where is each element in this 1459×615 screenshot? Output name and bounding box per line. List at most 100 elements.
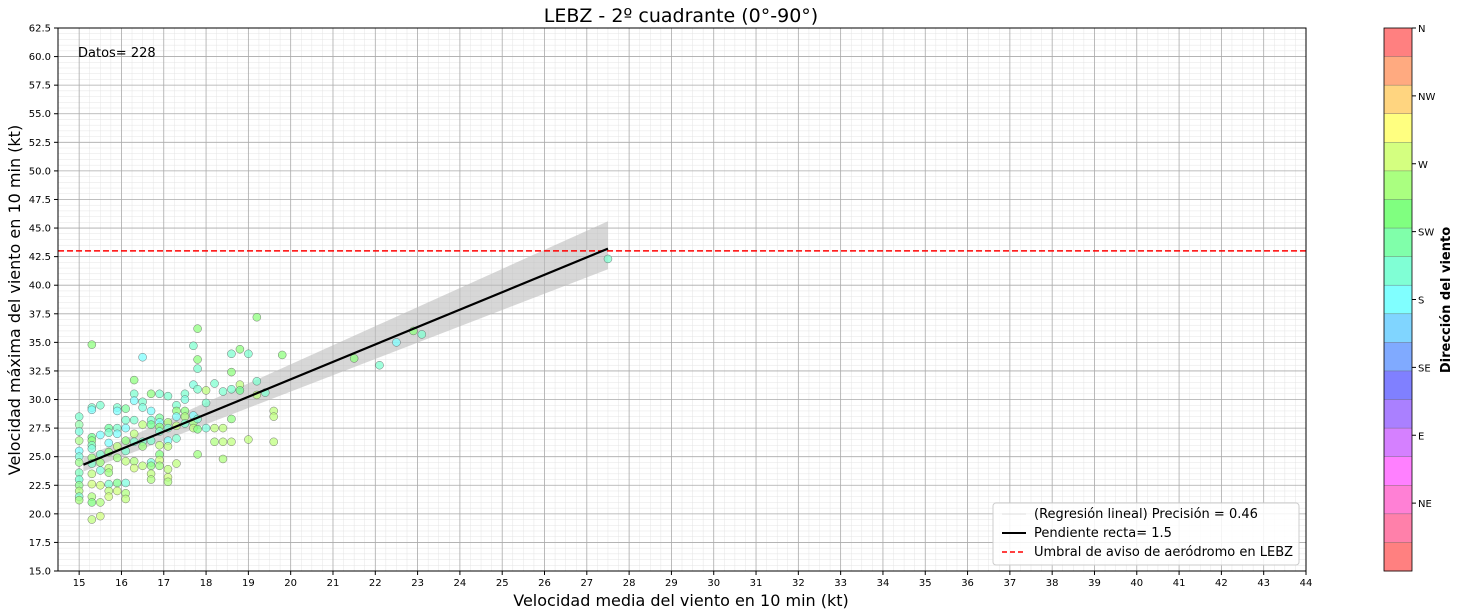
scatter-point: [163, 391, 173, 401]
scatter-point: [375, 361, 384, 370]
x-tick-label: 41: [1173, 578, 1186, 589]
scatter-point: [129, 375, 139, 385]
scatter-point: [193, 355, 202, 364]
scatter-point: [218, 423, 228, 433]
y-tick-label: 17.5: [29, 538, 51, 549]
colorbar-tick-label: W: [1418, 160, 1428, 171]
x-tick-label: 16: [115, 578, 128, 589]
x-tick-label: 33: [834, 578, 847, 589]
colorbar-segment: [1384, 228, 1412, 258]
scatter-point: [74, 427, 84, 436]
y-tick-label: 55.0: [29, 109, 51, 120]
scatter-point: [74, 436, 84, 445]
plot-frame: [57, 27, 1307, 572]
colorbar-segment: [1384, 113, 1412, 143]
scatter-point: [235, 345, 245, 354]
y-tick-label: 40.0: [29, 281, 51, 292]
x-tick-label: 19: [242, 578, 255, 589]
scatter-point: [180, 395, 190, 404]
x-tick-label: 30: [707, 578, 720, 589]
scatter-point: [138, 403, 147, 412]
scatter-point: [96, 481, 105, 490]
scatter-point: [172, 434, 181, 443]
x-tick-label: 39: [1088, 578, 1101, 589]
confidence-band: [83, 221, 608, 472]
y-tick-label: 60.0: [29, 52, 51, 63]
colorbar-label: Dirección del viento: [1439, 227, 1454, 373]
scatter-point: [193, 425, 202, 434]
y-tick-label: 37.5: [29, 309, 51, 320]
colorbar-segment: [1384, 485, 1412, 515]
scatter-point: [155, 389, 164, 399]
x-tick-label: 36: [961, 578, 974, 589]
colorbar-segment: [1384, 256, 1412, 286]
scatter-point: [129, 396, 139, 405]
x-tick-label: 34: [877, 578, 890, 589]
scatter-point: [74, 495, 84, 505]
scatter-point: [210, 423, 219, 433]
colorbar-segment: [1384, 399, 1412, 429]
scatter-point: [193, 364, 202, 373]
scatter-point: [201, 398, 211, 408]
scatter-point: [218, 437, 228, 447]
x-tick-label: 29: [665, 578, 678, 589]
x-tick-label: 26: [538, 578, 551, 589]
colorbar-tick-label: N: [1418, 24, 1425, 35]
y-tick-label: 50.0: [29, 166, 51, 177]
colorbar-segment: [1384, 199, 1412, 229]
colorbar-tick-label: S: [1418, 296, 1424, 307]
scatter-point: [74, 412, 84, 421]
scatter-point: [172, 412, 181, 421]
y-tick-label: 57.5: [29, 81, 51, 92]
colorbar-segment: [1384, 142, 1412, 172]
colorbar-segment: [1384, 370, 1412, 401]
colorbar-segment: [1384, 28, 1412, 58]
scatter-point: [193, 450, 202, 459]
colorbar-segment: [1384, 542, 1412, 572]
scatter-point: [121, 478, 130, 488]
scatter-point: [87, 405, 97, 415]
colorbar-segment: [1384, 513, 1412, 543]
scatter-point: [210, 437, 219, 447]
scatter-point: [87, 479, 97, 489]
x-tick-label: 23: [411, 578, 424, 589]
scatter-point: [104, 492, 113, 501]
scatter-point: [163, 465, 173, 474]
legend-threshold-label: Umbral de aviso de aeródromo en LEBZ: [1034, 545, 1293, 560]
scatter-point: [74, 458, 84, 467]
scatter-point: [349, 354, 359, 363]
scatter-point: [138, 353, 147, 362]
colorbar-tick-label: NW: [1418, 92, 1435, 103]
y-tick-label: 47.5: [29, 195, 51, 206]
x-tick-label: 22: [369, 578, 382, 589]
regression-line: [82, 247, 609, 466]
legend-fit-label: (Regresión lineal) Precisión = 0.46: [1034, 507, 1258, 522]
scatter-point: [235, 386, 245, 395]
colorbar-segment: [1384, 170, 1412, 200]
x-axis-ticks: 15 16 17 18 19 20 21 22 23 24 25 26 27 28 29 30 31 32 33 34…: [73, 571, 1312, 589]
colorbar-segment: [1384, 85, 1412, 115]
y-tick-label: 15.0: [29, 567, 51, 578]
colorbar-segment: [1384, 285, 1412, 315]
x-tick-label: 25: [496, 578, 509, 589]
scatter-point: [113, 406, 122, 416]
y-tick-label: 30.0: [29, 395, 51, 406]
scatter-point: [210, 379, 219, 388]
x-tick-label: 43: [1257, 578, 1270, 589]
x-tick-label: 28: [623, 578, 636, 589]
scatter-point: [113, 429, 122, 439]
y-tick-label: 22.5: [29, 481, 51, 492]
scatter-point: [146, 406, 156, 416]
scatter-point: [96, 401, 105, 410]
y-axis-ticks: 15.0 17.5 20.0 22.5 25.0 27.5 30.0 32.5 35.0 37.5…: [29, 24, 58, 578]
scatter-point: [146, 389, 156, 399]
scatter-point: [121, 423, 130, 433]
x-tick-label: 20: [284, 578, 297, 589]
scatter-point: [417, 330, 427, 339]
scatter-point: [129, 415, 139, 425]
colorbar-segment: [1384, 313, 1412, 343]
scatter-point: [201, 386, 211, 395]
scatter-point: [96, 430, 105, 440]
y-tick-label: 35.0: [29, 338, 51, 349]
